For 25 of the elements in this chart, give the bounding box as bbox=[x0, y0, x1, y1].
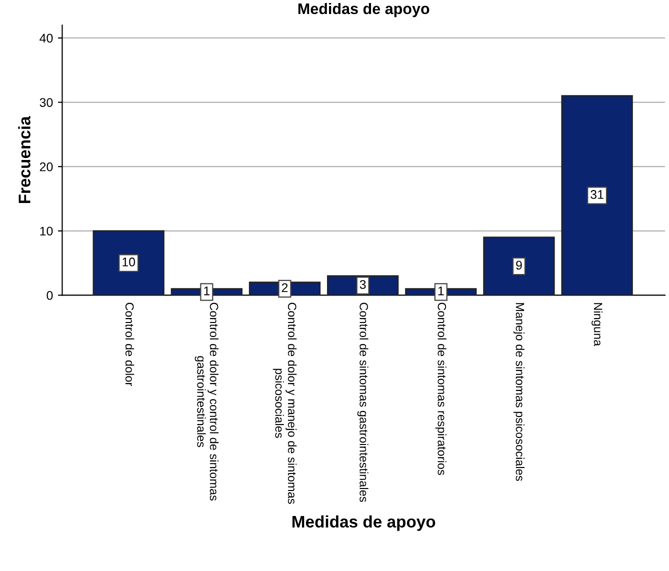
bar bbox=[92, 230, 164, 296]
x-tick-label: Control de sintomas respiratorios bbox=[435, 302, 446, 475]
chart-title: Medidas de apoyo bbox=[298, 2, 430, 18]
y-tick-label: 10 bbox=[40, 226, 53, 236]
y-tick-label: 30 bbox=[40, 98, 53, 107]
bar bbox=[561, 95, 633, 296]
x-tick-label: Manejo de sintomas psicosociales bbox=[513, 303, 524, 481]
data-label: 1 bbox=[438, 286, 444, 296]
x-tick-label: Ninguna bbox=[592, 303, 603, 346]
x-axis-title: Medidas de apoyo bbox=[292, 515, 436, 531]
data-label: 1 bbox=[204, 286, 210, 296]
bar bbox=[483, 236, 555, 296]
data-label: 9 bbox=[516, 260, 522, 270]
data-label: 3 bbox=[360, 280, 366, 289]
y-axis-title: Frecuencia bbox=[18, 116, 30, 204]
y-tick-label: 40 bbox=[40, 34, 53, 43]
data-label: 10 bbox=[122, 258, 136, 266]
y-tick-label: 0 bbox=[46, 291, 53, 300]
y-tick-label: 20 bbox=[40, 162, 53, 172]
x-tick-label: Control de dolor y manejo de sintomas psicosociales bbox=[272, 302, 297, 504]
x-tick-label: Control de dolor y control de sintomas gastrointestinales bbox=[194, 302, 219, 501]
data-label: 31 bbox=[590, 190, 604, 199]
data-label: 2 bbox=[282, 283, 288, 292]
x-tick-label: Control de sintomas gastrointestinales bbox=[357, 302, 368, 502]
x-tick-label: Control de dolor bbox=[125, 302, 134, 386]
